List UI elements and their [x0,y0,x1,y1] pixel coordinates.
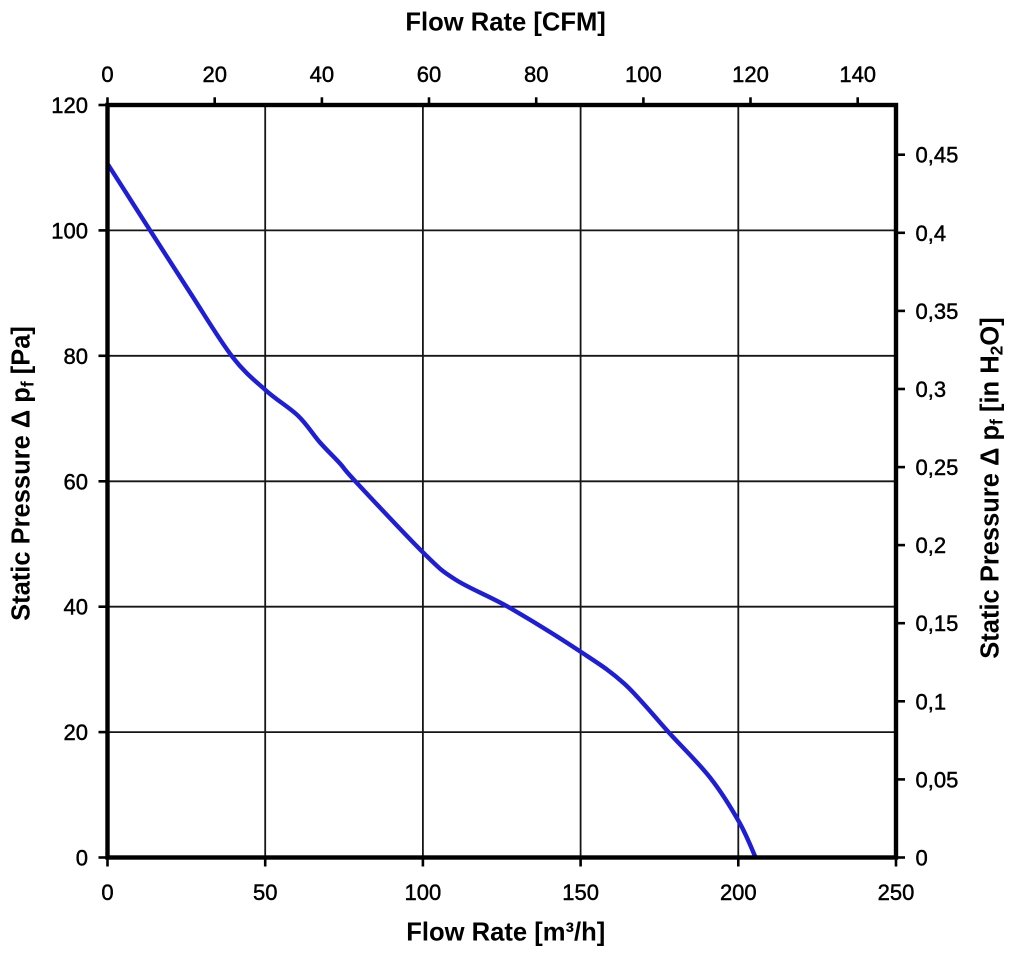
svg-text:100: 100 [51,218,88,243]
svg-text:0: 0 [916,846,928,871]
svg-text:60: 60 [64,469,88,494]
svg-text:50: 50 [253,880,277,905]
svg-text:0,3: 0,3 [916,377,947,402]
svg-text:Static Pressure Δ pf [Pa]: Static Pressure Δ pf [Pa] [8,326,38,621]
svg-text:120: 120 [732,62,769,87]
svg-text:200: 200 [720,880,757,905]
svg-text:0,35: 0,35 [916,299,959,324]
svg-text:Static Pressure Δ pf [in H2O]: Static Pressure Δ pf [in H2O] [977,317,1007,658]
svg-text:80: 80 [64,344,88,369]
svg-text:20: 20 [64,720,88,745]
svg-text:100: 100 [625,62,662,87]
svg-text:Flow Rate [CFM]: Flow Rate [CFM] [405,9,605,37]
svg-text:120: 120 [51,93,88,118]
svg-text:0,2: 0,2 [916,533,947,558]
svg-text:140: 140 [839,62,876,87]
svg-text:0: 0 [101,62,113,87]
svg-text:0,4: 0,4 [916,221,947,246]
svg-text:100: 100 [405,880,442,905]
svg-text:150: 150 [562,880,599,905]
svg-text:40: 40 [64,595,88,620]
svg-text:0,45: 0,45 [916,143,959,168]
svg-text:60: 60 [417,62,441,87]
svg-text:40: 40 [310,62,334,87]
svg-text:80: 80 [524,62,548,87]
svg-text:0,05: 0,05 [916,767,959,792]
svg-text:0: 0 [101,880,113,905]
svg-text:250: 250 [878,880,915,905]
svg-text:Flow Rate [m³/h]: Flow Rate [m³/h] [406,919,605,947]
svg-text:0,25: 0,25 [916,455,959,480]
svg-text:0: 0 [76,846,88,871]
svg-text:20: 20 [202,62,226,87]
svg-text:0,1: 0,1 [916,689,947,714]
svg-text:0,15: 0,15 [916,611,959,636]
